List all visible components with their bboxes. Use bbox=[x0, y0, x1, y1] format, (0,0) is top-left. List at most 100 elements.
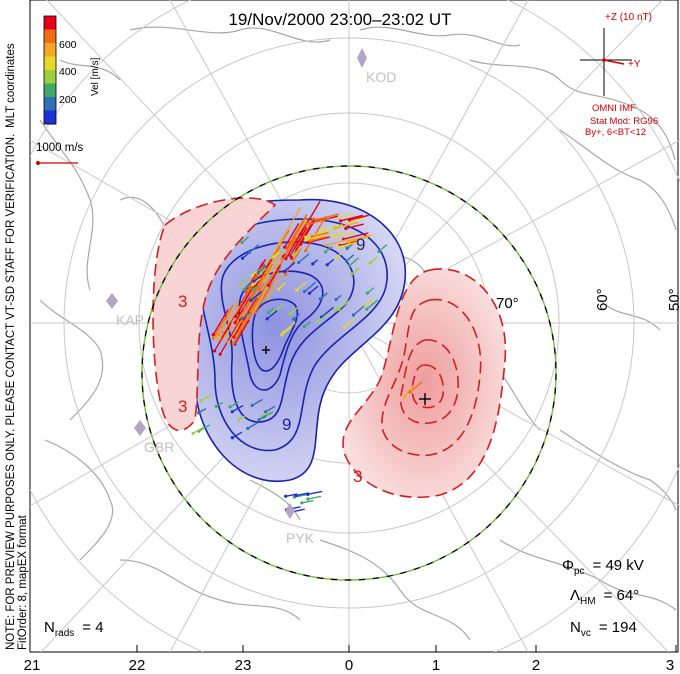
velocity-vector-origin bbox=[305, 221, 309, 225]
velocity-vector bbox=[263, 253, 281, 282]
velocity-vector-origin bbox=[284, 257, 288, 261]
velocity-vector bbox=[263, 266, 282, 296]
velocity-vector-origin bbox=[333, 235, 337, 239]
velocity-vector-origin bbox=[280, 333, 284, 337]
imf-source: OMNI IMF bbox=[592, 103, 636, 114]
velocity-vector-origin bbox=[249, 298, 253, 302]
colorbar-title: Vel [m/s] bbox=[90, 57, 101, 96]
velocity-vector bbox=[240, 286, 260, 318]
velocity-vector bbox=[285, 218, 307, 253]
velocity-vector bbox=[344, 318, 355, 328]
velocity-vector bbox=[247, 422, 259, 429]
velocity-vector bbox=[291, 219, 315, 259]
velocity-vector bbox=[305, 234, 324, 241]
velocity-vector-origin bbox=[325, 263, 329, 267]
velocity-vector bbox=[192, 426, 205, 434]
velocity-vector-origin bbox=[323, 250, 328, 254]
velocity-vector-origin bbox=[282, 269, 286, 274]
velocity-vector-origin bbox=[345, 246, 349, 250]
velocity-vector bbox=[251, 398, 263, 406]
velocity-colorbar bbox=[43, 15, 57, 125]
velocity-vector-origin bbox=[234, 314, 238, 319]
velocity-vector-origin bbox=[304, 235, 308, 239]
velocity-vector bbox=[288, 214, 308, 245]
scale-vector-dot bbox=[36, 161, 40, 165]
velocity-vector-origin bbox=[233, 321, 237, 325]
velocity-vector bbox=[349, 214, 369, 221]
station-gbr: GBR bbox=[144, 439, 174, 455]
colorbar-block bbox=[44, 16, 56, 30]
velocity-vector-origin bbox=[311, 262, 315, 266]
velocity-vector-origin bbox=[257, 418, 261, 422]
positive-potential-cell bbox=[152, 197, 507, 498]
velocity-vector-origin bbox=[342, 325, 347, 329]
velocity-vector-origin bbox=[304, 249, 308, 253]
velocity-vector-origin bbox=[336, 245, 340, 249]
velocity-vector-origin bbox=[306, 492, 310, 496]
velocity-vector bbox=[235, 285, 255, 317]
velocity-vector bbox=[212, 304, 234, 339]
mlt-label-21: 21 bbox=[24, 657, 41, 674]
velocity-vector-origin bbox=[344, 259, 349, 263]
velocity-vector-origin bbox=[365, 307, 369, 311]
velocity-vector bbox=[312, 231, 329, 238]
velocity-vector-origin bbox=[333, 309, 338, 313]
velocity-vector-origin bbox=[251, 283, 255, 287]
velocity-vector bbox=[257, 264, 273, 289]
velocity-vector bbox=[200, 394, 212, 402]
velocity-vector-origin bbox=[228, 405, 232, 409]
imf-bin: By+, 6<BT<12 bbox=[585, 127, 646, 138]
velocity-vector bbox=[307, 495, 322, 500]
velocity-vector-origin bbox=[218, 352, 222, 356]
velocity-vector bbox=[305, 230, 331, 238]
velocity-vector-origin bbox=[307, 291, 312, 295]
velocity-vector bbox=[292, 248, 301, 256]
extrema-markers bbox=[262, 346, 431, 405]
velocity-vector-origin bbox=[247, 250, 251, 255]
velocity-vector-origin bbox=[265, 297, 270, 301]
velocity-vector-origin bbox=[277, 242, 281, 246]
nvc-symbol: N bbox=[570, 619, 581, 636]
velocity-vector bbox=[338, 240, 361, 248]
velocity-vector bbox=[289, 306, 299, 315]
velocity-vector bbox=[277, 236, 297, 270]
contour-label-positive-3: 3 bbox=[353, 467, 362, 486]
velocity-vector bbox=[254, 254, 275, 287]
velocity-vector-origin bbox=[300, 501, 304, 505]
velocity-vector bbox=[315, 213, 339, 221]
velocity-vector-origin bbox=[262, 279, 266, 283]
velocity-vector-origin bbox=[302, 324, 307, 329]
colorbar-block bbox=[44, 43, 56, 57]
velocity-vector bbox=[250, 290, 263, 301]
velocity-vector bbox=[321, 306, 334, 318]
velocity-vector-origin bbox=[240, 317, 244, 321]
velocity-vector-origin bbox=[334, 297, 338, 302]
colorbar-block bbox=[44, 97, 56, 111]
station-kap: KAP bbox=[116, 312, 144, 328]
velocity-vector bbox=[213, 322, 232, 352]
velocity-vector bbox=[339, 240, 356, 247]
velocity-vector bbox=[214, 299, 239, 339]
colorbar-frame bbox=[43, 15, 57, 125]
velocity-vector-origin bbox=[356, 247, 360, 251]
contour-label-positive-2: 3 bbox=[178, 397, 187, 416]
velocity-vector bbox=[248, 244, 260, 254]
velocity-vector-origin bbox=[294, 493, 298, 498]
velocity-vector-origin bbox=[290, 256, 294, 260]
velocity-vector bbox=[212, 309, 229, 335]
velocity-vector-origin bbox=[250, 273, 255, 277]
colorbar-tick-200: 200 bbox=[59, 94, 77, 106]
velocity-vector bbox=[334, 231, 355, 238]
velocity-vector bbox=[283, 322, 296, 333]
velocity-vector-origin bbox=[319, 228, 323, 232]
station-pyk: PYK bbox=[286, 530, 315, 546]
mlt-label-23: 23 bbox=[235, 657, 252, 674]
coordinates-label: MLT coordinates bbox=[5, 43, 17, 128]
preview-note: NOTE: FOR PREVIEW PURPOSES ONLY. PLEASE … bbox=[5, 134, 17, 650]
velocity-vector-origin bbox=[333, 226, 337, 230]
svg-text:Nrads= 4: Nrads = 4 bbox=[44, 619, 104, 639]
nvc-value: = 194 bbox=[599, 619, 637, 636]
velocity-vector bbox=[300, 223, 314, 245]
velocity-vector bbox=[254, 282, 273, 313]
